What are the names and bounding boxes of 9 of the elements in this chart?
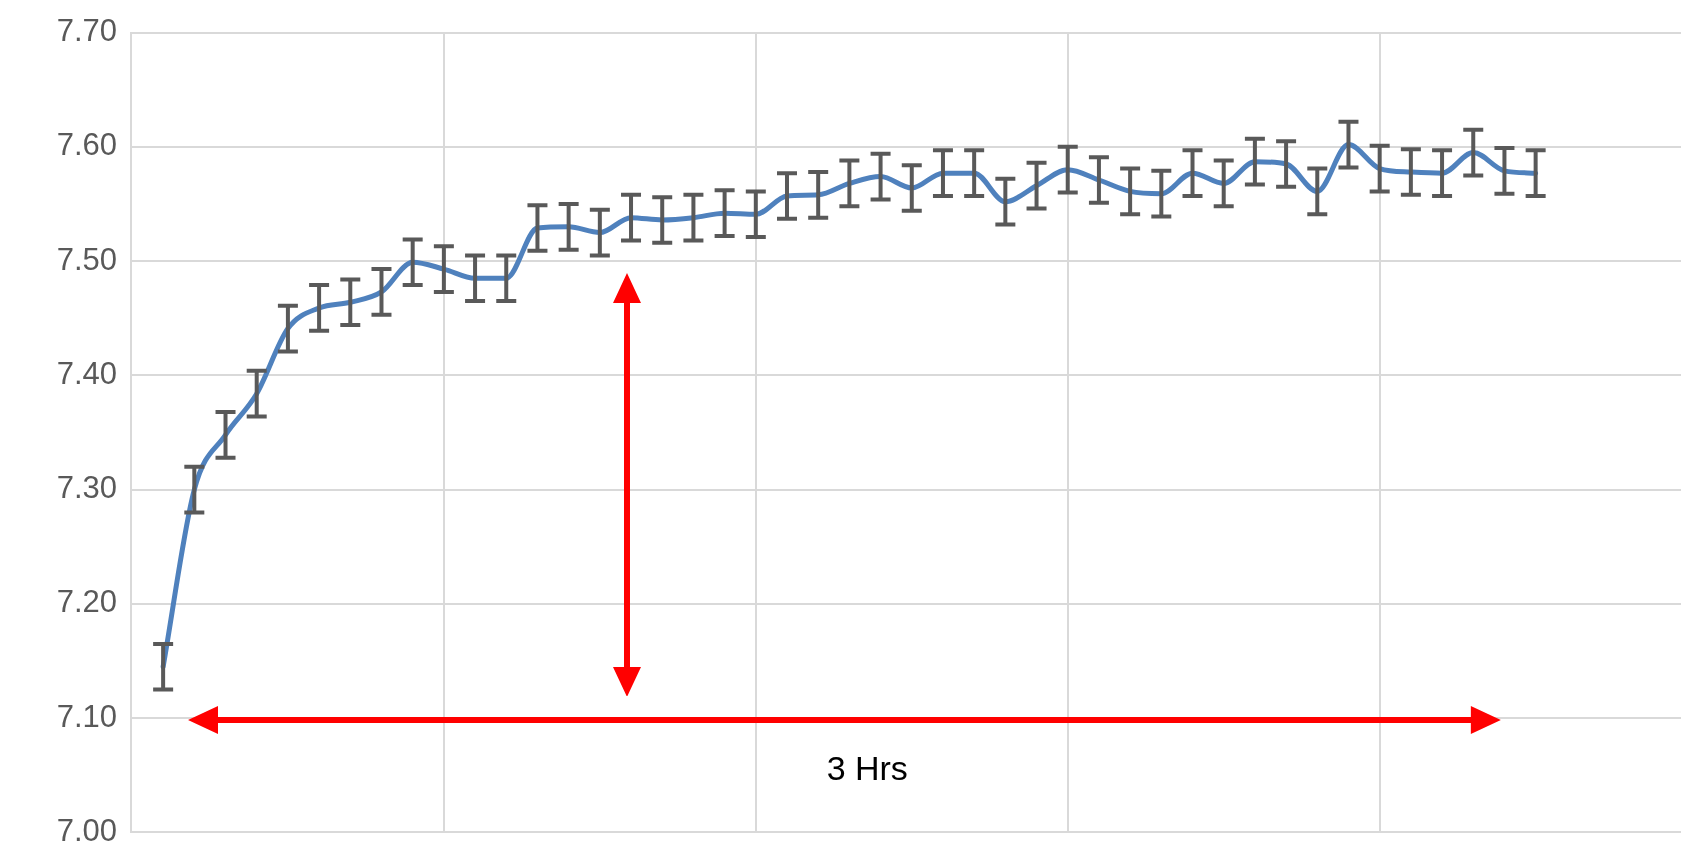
annotation: 3 Hrs (826, 748, 908, 787)
y-tick-label: 7.50 (56, 241, 117, 277)
y-tick-label: 7.00 (56, 812, 117, 848)
y-tick-label: 7.60 (56, 127, 117, 163)
y-tick-label: 7.20 (56, 584, 117, 620)
y-tick-label: 7.10 (56, 698, 117, 734)
y-tick-label: 7.30 (56, 470, 117, 506)
y-tick-label: 7.40 (56, 355, 117, 391)
y-tick-label: 7.70 (56, 13, 117, 49)
